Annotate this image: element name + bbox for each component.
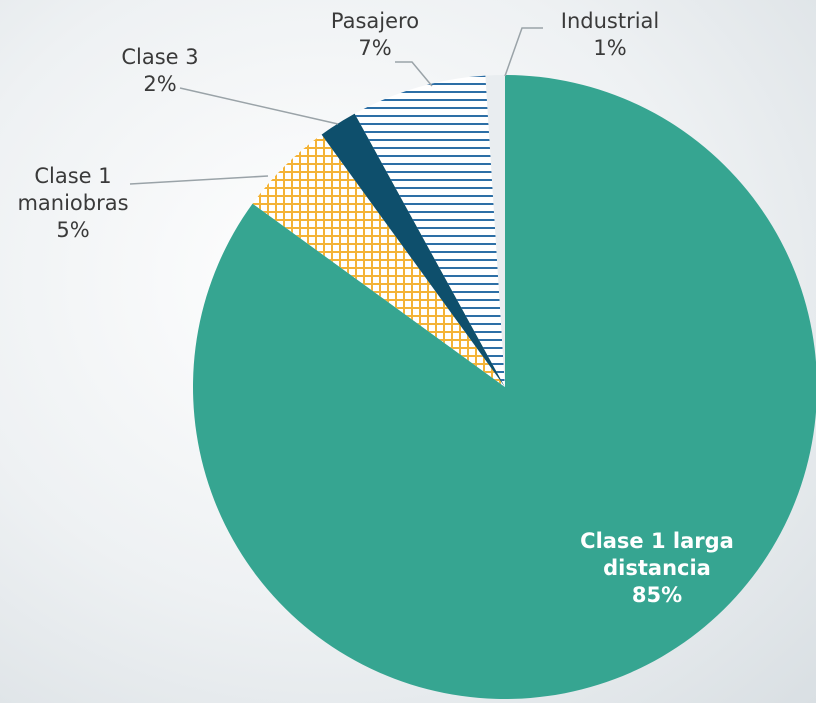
value-label: 85% — [631, 583, 683, 607]
category-name: Industrial — [560, 9, 660, 33]
slice-label: Clase 1 larga distancia 85% — [557, 528, 757, 609]
pie-slice — [193, 75, 816, 699]
leader-line — [179, 87, 339, 125]
pie-slice — [354, 75, 505, 387]
leader-line — [129, 175, 269, 185]
slice-label: Industrial 1% — [540, 8, 680, 62]
category-name: Clase 1 larga distancia — [580, 529, 734, 580]
slice-label: Pasajero 7% — [315, 8, 435, 62]
pie-slice — [485, 75, 505, 387]
value-label: 2% — [143, 72, 177, 96]
slice-label: Clase 3 2% — [100, 44, 220, 98]
category-name: Clase 1 maniobras — [17, 164, 129, 215]
value-label: 5% — [56, 218, 90, 242]
value-label: 7% — [358, 36, 392, 60]
category-name: Pasajero — [330, 9, 420, 33]
value-label: 1% — [593, 36, 627, 60]
pie-slice — [252, 134, 505, 387]
category-name: Clase 3 — [121, 45, 199, 69]
slice-label: Clase 1 maniobras 5% — [13, 163, 133, 244]
leader-line — [504, 27, 543, 77]
leader-line — [395, 61, 433, 87]
pie-slice — [321, 113, 505, 387]
